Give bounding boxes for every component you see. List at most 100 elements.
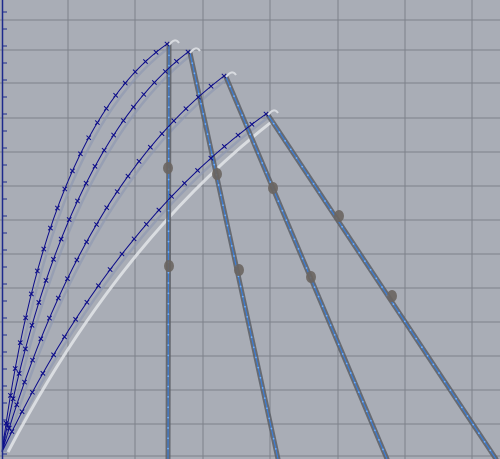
rod-1-sample-point (167, 178, 170, 181)
rod-2-sample-point (266, 407, 268, 410)
rod-4-sample-point (449, 389, 452, 392)
rod-2-sample-point (208, 143, 211, 146)
rod-4-sample-point (295, 157, 298, 159)
curve-2-marker (111, 132, 117, 138)
rod-3-sample-point (353, 381, 356, 384)
rod-4-sample-point (272, 122, 275, 125)
rod-1-sample-point (167, 292, 170, 295)
rod-1-sample-point (168, 75, 170, 77)
curve-4-marker (143, 221, 149, 227)
curve-4-highlight (6, 118, 275, 453)
curve-4-marker (40, 370, 46, 376)
rod-3-sample-point (378, 439, 380, 441)
rod-4-sample-point (426, 354, 429, 357)
rod-3-sample-point (229, 85, 231, 88)
rod-3-sample-point (361, 400, 364, 403)
curve-1-marker (122, 80, 128, 86)
curve-shadows (3, 45, 275, 453)
rod-3-sample-point (317, 295, 320, 298)
curve-1-marker (103, 105, 109, 112)
curve-2-marker (43, 277, 49, 284)
rod-4-sample-point (364, 260, 366, 263)
curve-4-marker (51, 352, 57, 358)
rod-2-sample-point (233, 255, 235, 257)
curve-1-marker (153, 49, 159, 55)
curve-2-marker (185, 49, 191, 55)
tracked-curves (1, 41, 269, 453)
curve-2-marker (120, 118, 126, 124)
rod-3-sample-point (297, 248, 300, 250)
curve-1-marker (41, 246, 47, 252)
rod-3-sample-point (357, 391, 360, 394)
rod-1-sample-point (167, 240, 170, 243)
curve-3-marker (6, 425, 12, 431)
curve-1-shadow (3, 45, 171, 453)
curve-1-marker (142, 59, 149, 65)
curve-3-marker (208, 83, 214, 89)
rod-3-sample-point (237, 104, 239, 107)
rod-2-sample-point (250, 336, 253, 339)
rod-4-sample-point (352, 243, 355, 245)
rod-3-sample-point (257, 152, 260, 155)
rod-1-sample-point (167, 385, 170, 388)
rod-1-sample-point (168, 64, 170, 67)
rod-1-marker-1 (163, 162, 173, 174)
rod-4-sample-point (375, 277, 378, 280)
curve-3-marker (136, 158, 142, 164)
rod-3-sample-point (301, 257, 304, 260)
rod-3-sample-point (333, 333, 336, 336)
rod-2-sample-point (200, 102, 202, 105)
curve-3-marker (21, 379, 28, 385)
rod-4-sample-point (392, 303, 395, 306)
rod-2-sample-point (211, 153, 213, 156)
rod-2-sample-point (270, 427, 273, 430)
rod-3-sample-point (365, 410, 368, 413)
rod-2-sample-point (268, 417, 271, 420)
curve-1-marker (62, 186, 68, 192)
rod-3-sample-point (277, 200, 280, 203)
curve-1-marker (17, 340, 23, 346)
rod-4-sample-point (381, 286, 383, 288)
curve-4-marker (95, 283, 101, 289)
rod-2-sample-point (263, 397, 266, 399)
rod-3-marker-2 (306, 271, 316, 283)
rod-2-sample-point (248, 326, 251, 328)
rod-3-sample-point (285, 219, 288, 222)
curve-1-marker (69, 168, 75, 174)
left-axis (1, 0, 7, 459)
curve-4-marker (119, 251, 125, 257)
rod-1-sample-point (167, 271, 170, 274)
curve-4-marker (29, 389, 35, 395)
rod-3-hook (225, 71, 237, 78)
rod-4-sample-point (472, 423, 475, 426)
curve-2-marker (101, 147, 107, 153)
rod-1-sample-point (167, 323, 170, 326)
curve-3-marker (29, 357, 36, 363)
curve-3-marker (14, 402, 20, 408)
curve-1-marker (94, 120, 100, 126)
curve-1-marker (23, 315, 29, 321)
curve-3-marker (159, 131, 165, 137)
rod-3-marker-1 (268, 182, 278, 194)
rod-2-sample-point (246, 316, 249, 318)
curve-3-marker (171, 118, 177, 124)
rod-4-sample-point (409, 329, 412, 331)
rod-3-sample-point (374, 429, 376, 432)
rod-2-sample-point (259, 376, 262, 379)
rod-4-sample-point (403, 320, 406, 323)
rod-3-sample-point (269, 181, 272, 183)
rod-3-sample-point (281, 209, 284, 212)
rod-1-sample-point (167, 375, 170, 378)
curve-3-marker (55, 295, 61, 301)
curve-2-marker (66, 217, 72, 223)
rod-4-sample-point (489, 449, 492, 452)
rod-4-sample-point (369, 268, 372, 271)
rod-3-sample-point (349, 372, 352, 374)
rod-2-sample-point (217, 184, 220, 186)
rod-4-sample-point (301, 165, 304, 168)
rod-4-sample-point (341, 225, 343, 228)
curve-2-marker (29, 322, 35, 328)
rod-1-sample-point (167, 95, 170, 98)
curve-4-marker (61, 334, 68, 340)
